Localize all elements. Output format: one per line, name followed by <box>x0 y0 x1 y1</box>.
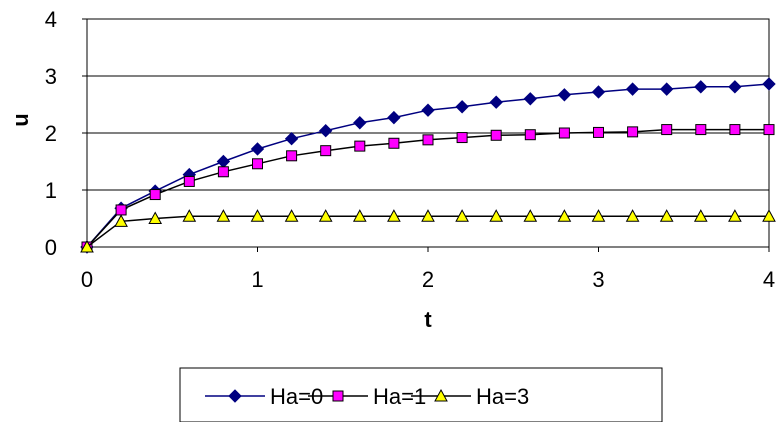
data-point-0-9 <box>387 110 401 125</box>
data-point-2-15 <box>591 209 606 222</box>
data-point-0-12 <box>489 95 503 109</box>
legend-item-2: Ha=3 <box>411 384 529 409</box>
data-point-2-10 <box>421 209 435 222</box>
data-point-1-11 <box>456 132 468 144</box>
legend-marker-1 <box>332 390 344 402</box>
data-point-0-5 <box>250 142 265 156</box>
series-ha-0 <box>80 77 776 254</box>
data-point-2-3 <box>182 209 197 222</box>
data-point-1-20 <box>763 124 775 136</box>
data-point-0-19 <box>728 80 742 94</box>
data-point-0-13 <box>523 92 538 106</box>
data-point-2-5 <box>250 209 265 222</box>
data-point-1-18 <box>695 124 707 136</box>
data-point-1-19 <box>729 124 741 136</box>
data-point-0-15 <box>591 85 606 99</box>
data-point-0-14 <box>557 88 572 102</box>
data-point-1-13 <box>524 129 536 141</box>
data-point-0-4 <box>216 154 231 169</box>
data-point-1-8 <box>354 140 366 152</box>
data-point-2-14 <box>557 209 572 222</box>
data-point-2-7 <box>318 209 333 222</box>
y-axis-label: u <box>8 113 33 126</box>
data-point-0-7 <box>318 124 333 138</box>
data-point-1-1 <box>115 204 127 216</box>
data-point-0-6 <box>284 131 299 146</box>
data-point-0-11 <box>455 100 469 114</box>
data-point-0-20 <box>762 77 776 91</box>
data-point-0-17 <box>659 82 674 96</box>
y-tick-label-0: 0 <box>45 235 57 260</box>
series-ha-1 <box>81 124 775 253</box>
data-point-2-11 <box>455 209 469 222</box>
data-point-2-19 <box>728 209 742 222</box>
legend: Ha=0 Ha=1 Ha=3 <box>179 367 663 422</box>
data-point-1-5 <box>252 158 263 170</box>
data-point-0-8 <box>353 116 367 130</box>
legend-marker-0 <box>228 389 242 403</box>
data-point-1-3 <box>183 175 195 187</box>
data-point-1-15 <box>593 126 604 138</box>
y-tick-label-3: 3 <box>45 64 57 89</box>
x-tick-label-3: 3 <box>592 267 604 292</box>
data-point-2-20 <box>762 209 776 222</box>
data-point-2-18 <box>693 209 708 222</box>
y-tick-label-4: 4 <box>45 7 57 32</box>
data-point-0-18 <box>694 80 708 94</box>
data-point-2-12 <box>489 209 504 222</box>
x-tick-label-2: 2 <box>422 267 434 292</box>
data-point-2-4 <box>216 209 231 222</box>
data-point-2-0 <box>80 239 94 253</box>
data-point-1-4 <box>217 166 229 178</box>
series-layer <box>80 77 776 254</box>
data-point-2-13 <box>523 209 538 222</box>
data-point-2-16 <box>625 209 640 222</box>
x-tick-label-1: 1 <box>251 267 263 292</box>
legend-marker-2 <box>434 388 448 402</box>
data-point-1-17 <box>661 124 673 136</box>
series-line-1 <box>86 128 769 248</box>
y-tick-label-1: 1 <box>45 178 57 203</box>
data-point-2-1 <box>114 214 128 227</box>
y-tick-label-2: 2 <box>45 121 57 146</box>
data-point-2-6 <box>284 209 299 222</box>
data-point-2-17 <box>659 209 674 222</box>
data-point-1-7 <box>320 145 332 157</box>
data-point-1-12 <box>490 129 502 141</box>
data-point-1-14 <box>558 127 570 139</box>
data-point-2-8 <box>352 209 367 222</box>
data-point-2-2 <box>148 211 163 224</box>
data-point-0-10 <box>421 103 435 117</box>
data-point-1-9 <box>388 137 400 149</box>
data-point-1-2 <box>149 189 161 201</box>
x-axis-label: t <box>424 307 432 332</box>
legend-label-2: Ha=3 <box>476 384 529 409</box>
series-ha-3 <box>80 209 776 253</box>
data-point-1-6 <box>286 150 298 162</box>
legend-box <box>179 367 663 422</box>
data-point-2-9 <box>387 209 401 222</box>
data-point-1-16 <box>627 126 639 138</box>
x-tick-label-0: 0 <box>81 267 93 292</box>
y-axis: 0 1 2 3 4 <box>45 7 87 260</box>
data-point-1-10 <box>422 134 434 146</box>
x-axis: 0 1 2 3 4 <box>81 247 775 292</box>
x-tick-label-4: 4 <box>763 267 775 292</box>
data-point-0-16 <box>625 82 640 96</box>
